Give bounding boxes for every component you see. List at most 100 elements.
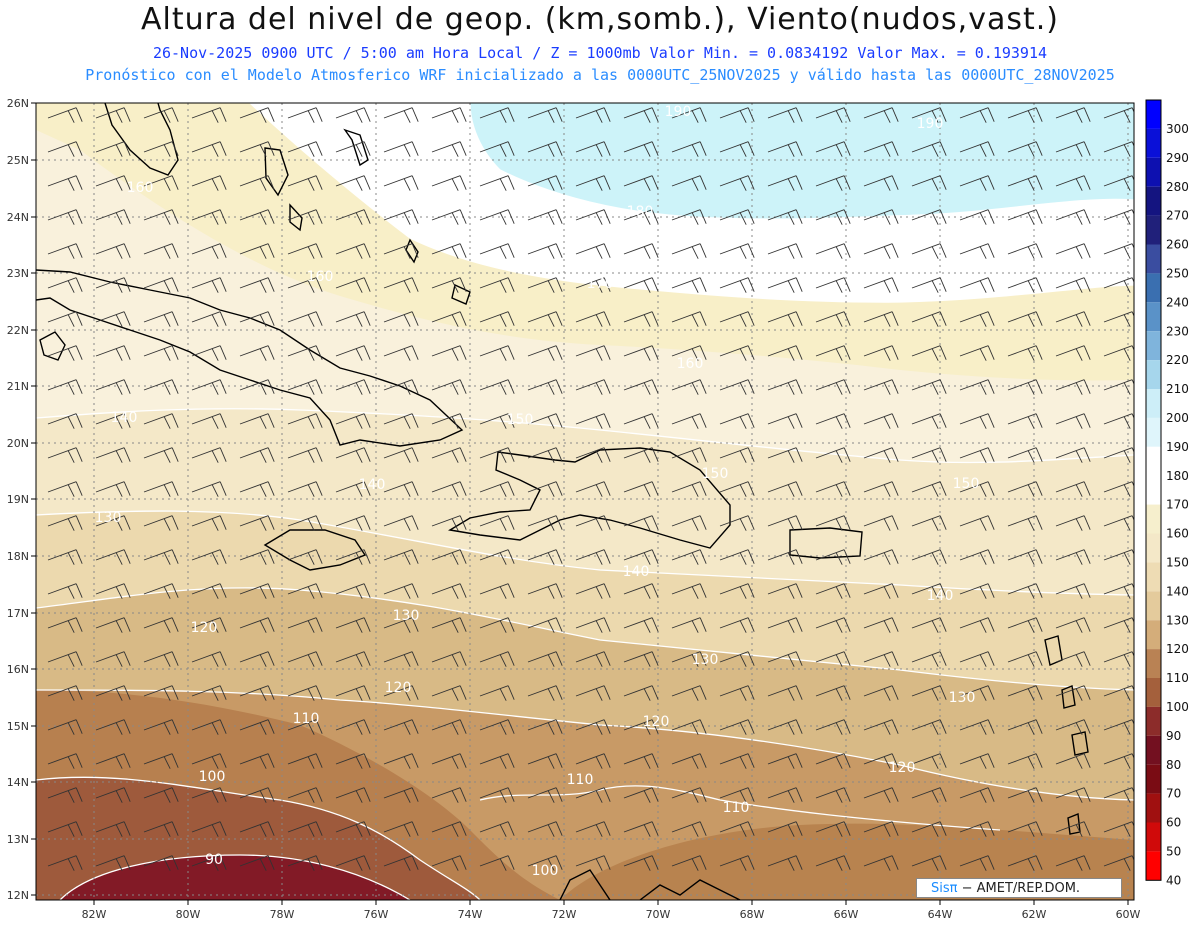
wind-barb: [1055, 549, 1091, 565]
wind-barb: [287, 243, 323, 259]
coast-bahamas-2: [343, 128, 369, 167]
wind-barb: [527, 311, 563, 327]
wind-barb: [959, 311, 995, 327]
wind-barb: [479, 447, 515, 463]
wind-barb: [335, 345, 371, 361]
colorbar-swatch: [1146, 100, 1161, 129]
wind-barb: [527, 209, 563, 225]
wind-barb: [191, 481, 227, 497]
wind-barb: [287, 141, 323, 157]
wind-barb: [815, 719, 851, 735]
wind-barb: [47, 107, 83, 123]
wind-barb: [143, 719, 179, 735]
wind-barb: [959, 583, 995, 599]
wind-barb: [959, 753, 995, 769]
wind-barb: [479, 311, 515, 327]
wind-barb: [143, 447, 179, 463]
colorbar-swatch: [1146, 793, 1161, 823]
wind-barb: [767, 821, 803, 837]
coast-bahamas-3: [289, 203, 303, 232]
wind-barb: [1103, 617, 1134, 633]
wind-barb: [719, 617, 755, 633]
wind-barb: [911, 651, 947, 667]
wind-barb: [623, 855, 659, 871]
wind-barb: [287, 175, 323, 191]
wind-barb: [527, 719, 563, 735]
wind-barb: [143, 515, 179, 531]
wind-barb: [95, 583, 131, 599]
wind-barb: [1055, 175, 1091, 191]
colorbar-swatch: [1146, 706, 1161, 736]
wind-barb: [575, 379, 611, 395]
wind-barb: [671, 413, 707, 429]
wind-barb: [671, 447, 707, 463]
wind-barb: [623, 379, 659, 395]
contour-label: 110: [293, 711, 320, 727]
wind-barb: [335, 413, 371, 429]
colorbar-swatch: [1146, 620, 1161, 650]
wind-barb: [47, 243, 83, 259]
wind-barb: [479, 651, 515, 667]
wind-barb: [143, 345, 179, 361]
lon-label: 62W: [1022, 908, 1047, 921]
wind-barb: [95, 413, 131, 429]
lat-label: 19N: [7, 493, 29, 506]
wind-barb: [335, 515, 371, 531]
coast-puerto-rico: [789, 527, 863, 559]
map-frame: [35, 102, 1135, 901]
wind-barb: [1007, 753, 1043, 769]
wind-barb: [863, 277, 899, 293]
wind-barb: [1055, 787, 1091, 803]
colorbar-label: 140: [1166, 584, 1189, 598]
wind-barb: [431, 379, 467, 395]
wind-barb: [143, 821, 179, 837]
wind-barb: [959, 277, 995, 293]
lon-label: 70W: [646, 908, 671, 921]
chart-subtitle: 26-Nov-2025 0900 UTC / 5:00 am Hora Loca…: [152, 44, 1048, 62]
wind-barb: [143, 311, 179, 327]
wind-barb: [143, 855, 179, 871]
wind-barb: [287, 651, 323, 667]
colorbar-swatch: [1146, 649, 1161, 678]
wind-barb: [239, 753, 275, 769]
wind-barb: [767, 617, 803, 633]
contour-label: 120: [191, 620, 218, 636]
wind-barb: [623, 243, 659, 259]
wind-barb: [815, 311, 851, 327]
wind-barb: [1007, 175, 1043, 191]
wind-barb: [959, 515, 995, 531]
lon-label: 78W: [270, 908, 295, 921]
colorbar-label: 200: [1166, 411, 1189, 425]
coast-st-lucia: [1071, 731, 1089, 756]
wind-barb: [431, 175, 467, 191]
wind-barb: [287, 311, 323, 327]
wind-barb: [719, 753, 755, 769]
colorbar-label: 100: [1166, 700, 1189, 714]
wind-barb: [527, 821, 563, 837]
wind-barb: [383, 617, 419, 633]
colorbar-swatch: [1146, 678, 1161, 707]
wind-barb: [383, 107, 419, 123]
wind-barb: [671, 209, 707, 225]
wind-barb: [815, 107, 851, 123]
wind-barb: [1007, 141, 1043, 157]
wind-barb: [239, 515, 275, 531]
wind-barb: [431, 209, 467, 225]
wind-barb: [47, 549, 83, 565]
colorbar-label: 60: [1166, 816, 1181, 830]
wind-barb: [911, 413, 947, 429]
wind-barb: [239, 617, 275, 633]
wind-barb: [239, 379, 275, 395]
wind-barb: [95, 481, 131, 497]
wind-barb: [1007, 379, 1043, 395]
wind-barb: [239, 719, 275, 735]
lat-label: 12N: [7, 889, 29, 902]
contour-label: 90: [205, 852, 223, 868]
wind-barb: [287, 787, 323, 803]
wind-barb: [527, 243, 563, 259]
wind-barb: [335, 549, 371, 565]
wind-barb: [527, 753, 563, 769]
wind-barb: [383, 549, 419, 565]
wind-barb: [1103, 379, 1134, 395]
